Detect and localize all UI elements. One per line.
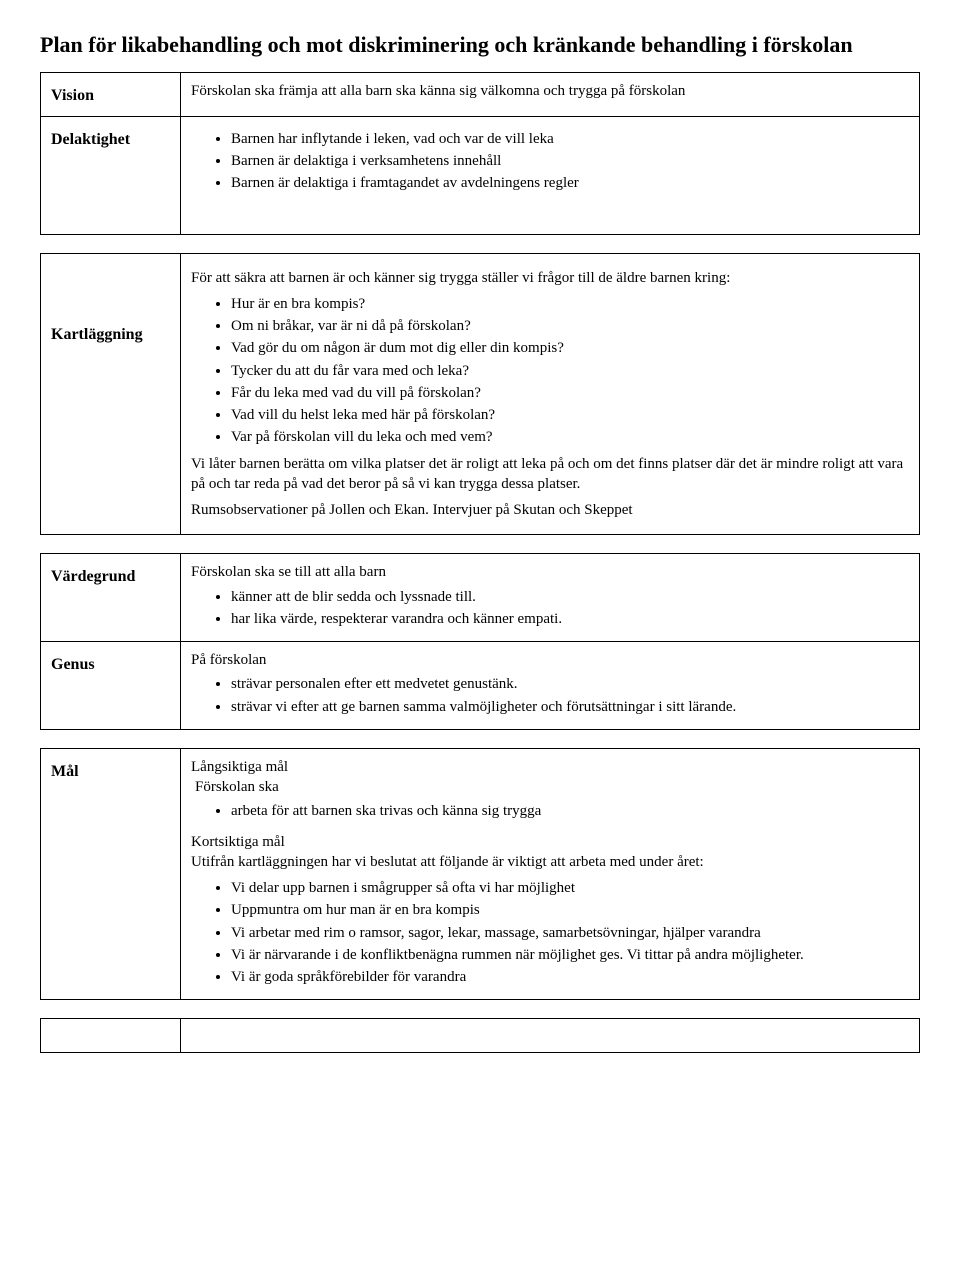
list-item: arbeta för att barnen ska trivas och kän…: [231, 801, 909, 821]
kartlaggning-para2: Rumsobservationer på Jollen och Ekan. In…: [191, 500, 909, 520]
mal-content: Långsiktiga mål Förskolan ska arbeta för…: [181, 748, 920, 1000]
vardegrund-lead: Förskolan ska se till att alla barn: [191, 564, 386, 580]
mal-kort-label: Kortsiktiga mål: [191, 834, 285, 850]
genus-label: Genus: [41, 642, 181, 730]
vision-text: Förskolan ska främja att alla barn ska k…: [191, 81, 909, 101]
list-item: Tycker du att du får vara med och leka?: [231, 361, 909, 381]
delaktighet-content: Barnen har inflytande i leken, vad och v…: [181, 116, 920, 234]
table-vision-delaktighet: Vision Förskolan ska främja att alla bar…: [40, 72, 920, 234]
list-item: känner att de blir sedda och lyssnade ti…: [231, 587, 909, 607]
list-item: Barnen har inflytande i leken, vad och v…: [231, 129, 909, 149]
table-row: Vision Förskolan ska främja att alla bar…: [41, 73, 920, 116]
empty-cell-left: [41, 1019, 181, 1053]
table-row: Mål Långsiktiga mål Förskolan ska arbeta…: [41, 748, 920, 1000]
vision-label: Vision: [41, 73, 181, 116]
list-item: strävar vi efter att ge barnen samma val…: [231, 697, 909, 717]
list-item: Uppmuntra om hur man är en bra kompis: [231, 900, 909, 920]
table-row: Genus På förskolan strävar personalen ef…: [41, 642, 920, 730]
list-item: Vi arbetar med rim o ramsor, sagor, leka…: [231, 923, 909, 943]
vardegrund-label: Värdegrund: [41, 554, 181, 642]
list-item: Vi delar upp barnen i smågrupper så ofta…: [231, 878, 909, 898]
table-row: Värdegrund Förskolan ska se till att all…: [41, 554, 920, 642]
list-item: strävar personalen efter ett medvetet ge…: [231, 674, 909, 694]
table-mal: Mål Långsiktiga mål Förskolan ska arbeta…: [40, 748, 920, 1001]
table-kartlaggning: Kartläggning För att säkra att barnen är…: [40, 253, 920, 536]
table-row: Kartläggning För att säkra att barnen är…: [41, 253, 920, 535]
table-vardegrund-genus: Värdegrund Förskolan ska se till att all…: [40, 553, 920, 730]
mal-lang-sub: Förskolan ska: [195, 779, 279, 795]
table-row: Delaktighet Barnen har inflytande i leke…: [41, 116, 920, 234]
list-item: Barnen är delaktiga i verksamhetens inne…: [231, 151, 909, 171]
list-item: Vi är närvarande i de konfliktbenägna ru…: [231, 945, 909, 965]
table-row: [41, 1019, 920, 1053]
list-item: har lika värde, respekterar varandra och…: [231, 609, 909, 629]
list-item: Barnen är delaktiga i framtagandet av av…: [231, 173, 909, 193]
genus-content: På förskolan strävar personalen efter et…: [181, 642, 920, 730]
list-item: Var på förskolan vill du leka och med ve…: [231, 427, 909, 447]
list-item: Vi är goda språkförebilder för varandra: [231, 967, 909, 987]
kartlaggning-content: För att säkra att barnen är och känner s…: [181, 253, 920, 535]
kartlaggning-label: Kartläggning: [41, 253, 181, 535]
list-item: Får du leka med vad du vill på förskolan…: [231, 383, 909, 403]
list-item: Hur är en bra kompis?: [231, 294, 909, 314]
list-item: Om ni bråkar, var är ni då på förskolan?: [231, 316, 909, 336]
page-title: Plan för likabehandling och mot diskrimi…: [40, 32, 920, 58]
delaktighet-label: Delaktighet: [41, 116, 181, 234]
list-item: Vad vill du helst leka med här på försko…: [231, 405, 909, 425]
mal-lang-label: Långsiktiga mål: [191, 759, 288, 775]
table-empty: [40, 1018, 920, 1053]
vision-content: Förskolan ska främja att alla barn ska k…: [181, 73, 920, 116]
mal-label: Mål: [41, 748, 181, 1000]
list-item: Vad gör du om någon är dum mot dig eller…: [231, 338, 909, 358]
kartlaggning-intro: För att säkra att barnen är och känner s…: [191, 268, 909, 288]
vardegrund-content: Förskolan ska se till att alla barn känn…: [181, 554, 920, 642]
empty-cell-right: [181, 1019, 920, 1053]
mal-kort-sub: Utifrån kartläggningen har vi beslutat a…: [191, 854, 704, 870]
kartlaggning-para1: Vi låter barnen berätta om vilka platser…: [191, 454, 909, 495]
genus-lead: På förskolan: [191, 652, 266, 668]
